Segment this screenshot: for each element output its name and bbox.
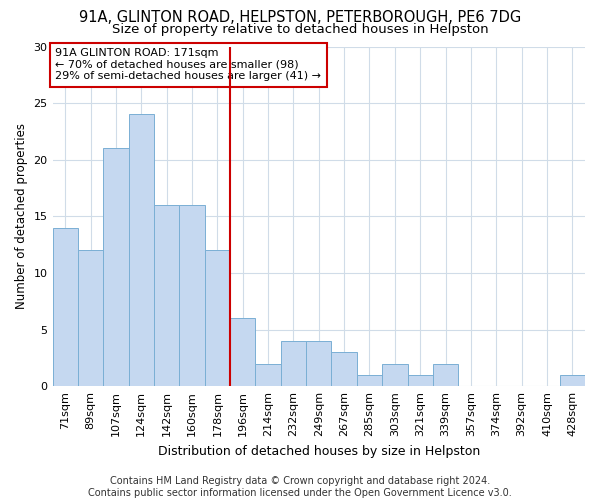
- Bar: [306, 341, 331, 386]
- Bar: [154, 205, 179, 386]
- Bar: [256, 364, 281, 386]
- Bar: [179, 205, 205, 386]
- Bar: [205, 250, 230, 386]
- Y-axis label: Number of detached properties: Number of detached properties: [15, 124, 28, 310]
- Text: Contains HM Land Registry data © Crown copyright and database right 2024.
Contai: Contains HM Land Registry data © Crown c…: [88, 476, 512, 498]
- Bar: [128, 114, 154, 386]
- Bar: [281, 341, 306, 386]
- Bar: [78, 250, 103, 386]
- Bar: [433, 364, 458, 386]
- Bar: [53, 228, 78, 386]
- Bar: [103, 148, 128, 386]
- Bar: [407, 375, 433, 386]
- Bar: [382, 364, 407, 386]
- Text: 91A, GLINTON ROAD, HELPSTON, PETERBOROUGH, PE6 7DG: 91A, GLINTON ROAD, HELPSTON, PETERBOROUG…: [79, 10, 521, 25]
- Text: 91A GLINTON ROAD: 171sqm
← 70% of detached houses are smaller (98)
29% of semi-d: 91A GLINTON ROAD: 171sqm ← 70% of detach…: [55, 48, 321, 82]
- Bar: [230, 318, 256, 386]
- Text: Size of property relative to detached houses in Helpston: Size of property relative to detached ho…: [112, 22, 488, 36]
- Bar: [357, 375, 382, 386]
- Bar: [560, 375, 585, 386]
- X-axis label: Distribution of detached houses by size in Helpston: Distribution of detached houses by size …: [158, 444, 480, 458]
- Bar: [331, 352, 357, 386]
